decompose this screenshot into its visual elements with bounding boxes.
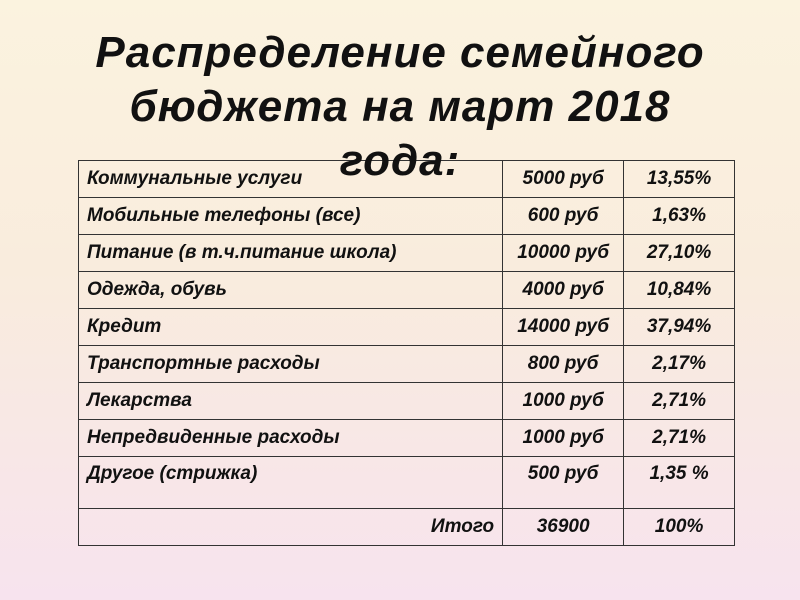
- table-row: Одежда, обувь 4000 руб 10,84%: [77, 271, 735, 309]
- total-amount: 36900: [502, 508, 625, 546]
- row-percent: 2,71%: [623, 419, 735, 457]
- row-category: Другое (стрижка): [77, 456, 504, 509]
- row-amount: 1000 руб: [502, 382, 625, 420]
- row-amount: 1000 руб: [502, 419, 625, 457]
- row-percent: 2,17%: [623, 345, 735, 383]
- row-amount: 10000 руб: [502, 234, 625, 272]
- row-amount: 600 руб: [502, 197, 625, 235]
- row-category: Одежда, обувь: [77, 271, 504, 309]
- row-amount: 800 руб: [502, 345, 625, 383]
- row-category: Непредвиденные расходы: [77, 419, 504, 457]
- total-row: Итого 36900 100%: [77, 508, 735, 546]
- row-percent: 13,55%: [623, 160, 735, 198]
- row-category: Транспортные расходы: [77, 345, 504, 383]
- row-percent: 37,94%: [623, 308, 735, 346]
- table-row: Транспортные расходы 800 руб 2,17%: [77, 345, 735, 383]
- row-category: Кредит: [77, 308, 504, 346]
- row-amount: 14000 руб: [502, 308, 625, 346]
- row-percent: 27,10%: [623, 234, 735, 272]
- table-row: Кредит 14000 руб 37,94%: [77, 308, 735, 346]
- row-percent: 2,71%: [623, 382, 735, 420]
- total-label: Итого: [77, 508, 504, 546]
- row-category: Лекарства: [77, 382, 504, 420]
- row-category: Мобильные телефоны (все): [77, 197, 504, 235]
- table-row: Мобильные телефоны (все) 600 руб 1,63%: [77, 197, 735, 235]
- row-amount: 4000 руб: [502, 271, 625, 309]
- table-row: Коммунальные услуги 5000 руб 13,55%: [77, 160, 735, 198]
- table-row: Лекарства 1000 руб 2,71%: [77, 382, 735, 420]
- row-percent: 1,63%: [623, 197, 735, 235]
- row-amount: 5000 руб: [502, 160, 625, 198]
- row-category: Питание (в т.ч.питание школа): [77, 234, 504, 272]
- total-percent: 100%: [623, 508, 735, 546]
- row-percent: 1,35 %: [623, 456, 735, 509]
- row-percent: 10,84%: [623, 271, 735, 309]
- table-row: Другое (стрижка) 500 руб 1,35 %: [77, 456, 735, 509]
- row-amount: 500 руб: [502, 456, 625, 509]
- budget-table: Коммунальные услуги 5000 руб 13,55% Моби…: [77, 160, 735, 546]
- table-row: Непредвиденные расходы 1000 руб 2,71%: [77, 419, 735, 457]
- row-category: Коммунальные услуги: [77, 160, 504, 198]
- table-row: Питание (в т.ч.питание школа) 10000 руб …: [77, 234, 735, 272]
